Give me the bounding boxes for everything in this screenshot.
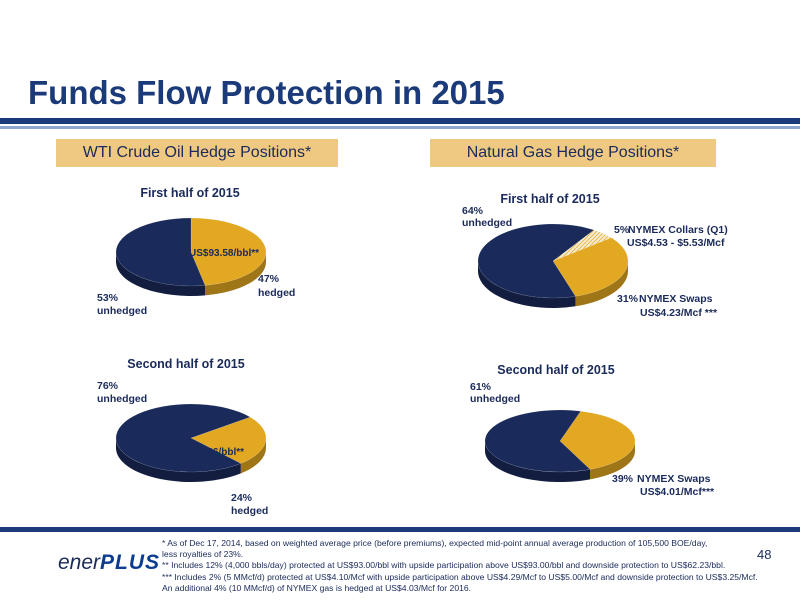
oil-h2-hedged-pct: 24% [231,492,253,504]
pie-slice [115,403,251,473]
footnote-line: ** Includes 12% (4,000 bbls/day) protect… [162,560,726,571]
footnotes: * As of Dec 17, 2014, based on weighted … [162,538,798,594]
gas-h1-collars-price: US$4.53 - $5.53/Mcf [627,237,725,249]
pie-slice [190,416,267,464]
pie-slice-side [116,252,206,297]
oil-h2-title: Second half of 2015 [127,357,244,371]
oil-h1-hedged-label: hedged [258,287,295,299]
footnote-line: less royalties of 23%. [162,549,244,560]
oil-h1-hedged-price: US$93.58/bbl** [189,248,259,259]
pie-slice [552,237,629,297]
gas-h1-swaps-pct: 31% [617,293,639,305]
title-rule-light [0,126,800,129]
gas-h2-swaps-label: NYMEX Swaps [637,473,711,485]
oil-h2-unhedged-pct: 76% [97,380,119,392]
page-title: Funds Flow Protection in 2015 [28,74,505,111]
gas-h2-unhedged-label: unhedged [470,393,520,405]
enerplus-logo: enerPLUS [58,551,160,575]
gas-h2-swaps-pct: 39% [612,473,634,485]
oil-h2-hedged-price: US$93.86/bbl** [174,447,244,458]
pie-slice [484,409,591,473]
pie-slice [552,229,612,262]
footer-rule [0,527,800,532]
oil-h1-title: First half of 2015 [140,186,239,200]
pie-slice-side [478,261,576,308]
pie-slice-side [116,438,241,482]
title-rule [0,118,800,124]
pie-slice-side [590,441,635,480]
gas-h1-collars-label: NYMEX Collars (Q1) [628,224,728,236]
pie-slice [477,223,595,299]
footnote-line: *** Includes 2% (5 MMcf/d) protected at … [162,571,758,582]
logo-left: ener [58,551,101,574]
gas-h1-collars-pct: 5% [614,224,630,236]
page-number: 48 [757,547,772,562]
oil-h1-hedged-pct: 47% [258,273,280,285]
gas-h1-swaps-label: NYMEX Swaps [639,293,713,305]
gas-h2-swaps-price: US$4.01/Mcf*** [640,486,715,498]
gas-h2-title: Second half of 2015 [497,363,614,377]
oil-h1-unhedged-pct: 53% [97,292,119,304]
gas-h2-unhedged-pct: 61% [470,381,492,393]
gas-h1-swaps-price: US$4.23/Mcf *** [640,307,718,319]
oil-h2-hedged-label: hedged [231,505,268,517]
oil-h2-unhedged-label: unhedged [97,393,147,405]
pie-slice-side [205,252,266,296]
gas-h1-title: First half of 2015 [500,192,599,206]
footnote-line: An additional 4% (10 MMcf/d) of NYMEX ga… [162,582,472,593]
oil-h1-unhedged-label: unhedged [97,305,147,317]
pie-slice-side [240,438,266,474]
gas-h1-unhedged-label: unhedged [462,217,512,229]
pie-slice [559,410,636,470]
gas-panel-header: Natural Gas Hedge Positions* [430,139,716,167]
pie-slice-side [575,261,628,307]
footnote-line: * As of Dec 17, 2014, based on weighted … [162,538,708,548]
oil-panel-header: WTI Crude Oil Hedge Positions* [56,139,338,167]
gas-h1-unhedged-pct: 64% [462,205,484,217]
logo-right: PLUS [100,551,161,574]
pie-slice [115,217,206,287]
pie-slice [190,217,267,286]
pie-slice-side [485,441,591,482]
